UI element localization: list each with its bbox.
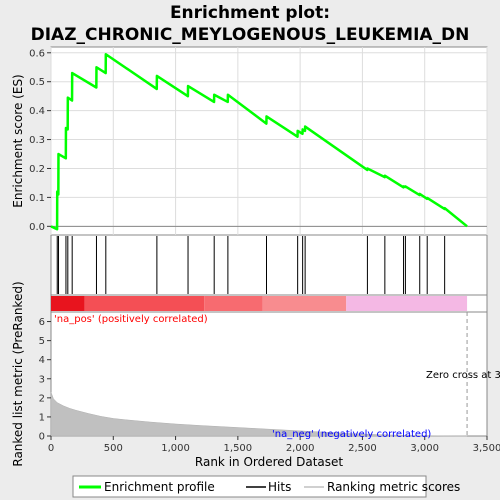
es-panel (50, 46, 488, 236)
metric-panel (50, 311, 488, 437)
gradient-segment (346, 296, 468, 311)
x-tick-label: 2,000 (286, 443, 315, 454)
chart-title-line2: DIAZ_CHRONIC_MEYLOGENOUS_LEUKEMIA_DN (31, 25, 470, 45)
es-y-tick-label: 0.1 (29, 193, 45, 204)
es-y-ticks: 0.0 0.1 0.2 0.3 0.4 0.5 0.6 (29, 48, 51, 233)
x-tick-label: 1,000 (161, 443, 190, 454)
hit-markers (56, 236, 446, 294)
gradient-segment (204, 296, 263, 311)
metric-y-axis-label: Ranked list metric (PreRanked) (11, 281, 25, 466)
x-tick-label: 3,000 (410, 443, 439, 454)
x-axis-label: Rank in Ordered Dataset (195, 455, 343, 469)
x-tick-label: 1,500 (224, 443, 253, 454)
legend-hits-label: Hits (268, 480, 291, 494)
enrichment-profile-path (50, 52, 468, 231)
es-y-tick-label: 0.3 (29, 135, 45, 146)
x-axis-ticks: 0 500 1,000 1,500 2,000 2,500 3,000 3,500 (48, 436, 500, 454)
metric-y-tick-label: 5 (39, 336, 45, 347)
es-y-tick-label: 0.0 (29, 222, 45, 233)
es-y-tick-label: 0.6 (29, 48, 45, 59)
metric-y-tick-label: 0 (39, 432, 45, 443)
metric-y-tick-label: 4 (39, 355, 45, 366)
x-tick-label: 500 (104, 443, 123, 454)
metric-y-ticks: 0 1 2 3 4 5 6 (39, 317, 51, 443)
gradient-segment (84, 296, 205, 311)
es-y-tick-label: 0.2 (29, 164, 45, 175)
enrichment-profile-line (50, 52, 468, 231)
ranking-metric-area (50, 392, 468, 437)
hits-panel (50, 234, 488, 296)
ranking-metric-fill (50, 392, 468, 437)
metric-y-tick-label: 1 (39, 412, 45, 423)
x-tick-label: 0 (48, 443, 54, 454)
na-pos-label: 'na_pos' (positively correlated) (54, 314, 208, 325)
es-y-tick-label: 0.5 (29, 77, 45, 88)
metric-y-tick-label: 3 (39, 374, 45, 385)
chart-title-line1: Enrichment plot: (170, 3, 330, 23)
es-gridlines (50, 47, 488, 235)
legend-ranking-label: Ranking metric scores (327, 480, 460, 494)
es-y-tick-label: 0.4 (29, 106, 45, 117)
legend-enrichment-label: Enrichment profile (104, 480, 215, 494)
na-neg-label: 'na_neg' (negatively correlated) (272, 429, 431, 440)
es-y-axis-label: Enrichment score (ES) (11, 74, 25, 207)
x-tick-label: 3,500 (473, 443, 500, 454)
ranking-gradient-bar (51, 296, 468, 311)
gradient-segment (51, 296, 85, 311)
metric-y-tick-label: 6 (39, 317, 45, 328)
gradient-segment (262, 296, 347, 311)
x-tick-label: 2,500 (348, 443, 377, 454)
metric-y-tick-label: 2 (39, 393, 45, 404)
zero-cross-label: Zero cross at 3 (426, 370, 500, 381)
